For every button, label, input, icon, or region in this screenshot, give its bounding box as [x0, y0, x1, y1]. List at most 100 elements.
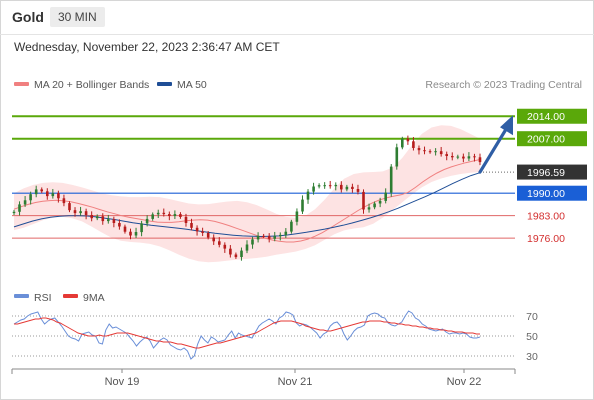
candle-body — [118, 223, 121, 227]
candle-body — [267, 236, 271, 239]
candle-body — [245, 244, 249, 251]
candle-body — [134, 232, 138, 236]
candle-body — [40, 189, 43, 192]
candle-body — [378, 200, 382, 204]
x-tick-label: Nov 22 — [447, 376, 482, 388]
rsi-tick-label: 30 — [526, 351, 538, 363]
candle-body — [256, 235, 260, 240]
candle-body — [395, 147, 399, 167]
forecast-arrow-head — [500, 115, 513, 136]
rsi-9ma-line — [14, 317, 480, 349]
candles-layer — [12, 135, 482, 261]
candle-body — [306, 191, 310, 200]
candle-body — [95, 216, 99, 219]
candle-body — [234, 254, 238, 258]
bollinger-band-layer — [14, 125, 480, 263]
ma20-legend-label: MA 20 + Bollinger Bands — [34, 79, 149, 91]
candle-body — [218, 241, 221, 245]
rsi-legend-label: RSI — [34, 292, 52, 304]
candle-body — [184, 216, 188, 223]
candle-body — [373, 203, 376, 208]
candle-body — [351, 186, 354, 189]
candle-body — [428, 151, 432, 153]
rsi-tick-label: 70 — [526, 311, 538, 323]
candle-body — [51, 193, 55, 197]
candle-body — [290, 221, 293, 232]
candle-body — [328, 185, 332, 187]
candle-body — [206, 233, 210, 238]
candle-body — [312, 186, 315, 192]
candle-body — [107, 219, 110, 222]
ma20-legend-swatch — [14, 82, 29, 86]
candle-body — [473, 156, 476, 158]
candle-body — [478, 157, 482, 163]
ma9-legend-swatch — [63, 294, 78, 298]
timeframe-badge[interactable]: 30 MIN — [50, 7, 105, 27]
candle-body — [229, 248, 232, 255]
candle-body — [145, 218, 149, 224]
forecast-arrow-shaft — [478, 127, 508, 174]
level-tag-2007.00 — [517, 131, 587, 147]
chart-legend: MA 20 + Bollinger Bands MA 50 Research ©… — [14, 79, 582, 91]
chart-header: Gold 30 MIN — [0, 0, 594, 34]
candle-body — [317, 185, 321, 187]
rsi-line — [13, 310, 481, 360]
candle-body — [57, 193, 60, 199]
candle-body — [162, 212, 166, 215]
ma9-legend-label: 9MA — [83, 292, 105, 304]
candle-body — [340, 184, 343, 190]
candle-body — [456, 156, 460, 158]
bollinger-band — [14, 125, 480, 263]
level-label-2014.00: 2014.00 — [527, 111, 565, 123]
candle-body — [367, 207, 371, 210]
candle-body — [279, 234, 282, 237]
candle-body — [323, 185, 326, 187]
candle-body — [62, 198, 66, 204]
x-axis: Nov 19 Nov 21 Nov 22 — [11, 368, 516, 388]
candle-body — [406, 138, 410, 142]
candle-body — [79, 211, 82, 214]
candle-body — [73, 210, 77, 214]
current-price-tag — [517, 164, 587, 180]
candle-body — [29, 194, 32, 201]
candle-body — [123, 226, 127, 232]
level-label-1983.00: 1983.00 — [527, 211, 565, 223]
candle-body — [445, 154, 448, 156]
candle-body — [301, 199, 304, 212]
candle-body — [240, 250, 243, 257]
ma50-legend-swatch — [157, 82, 172, 86]
candle-body — [417, 148, 421, 151]
level-label-2007.00: 2007.00 — [527, 134, 565, 146]
candle-body — [401, 138, 404, 148]
candle-body — [201, 231, 204, 233]
candle-body — [389, 166, 393, 193]
candle-body — [68, 203, 71, 211]
candle-body — [84, 211, 88, 215]
candle-body — [101, 216, 105, 222]
x-tick-label: Nov 19 — [105, 376, 140, 388]
copyright-text: Research © 2023 Trading Central — [425, 79, 582, 91]
level-labels-layer: 2014.00 2007.00 1990.00 1983.00 1976.00 1996.… — [478, 108, 587, 245]
header-divider — [0, 34, 594, 35]
candle-body — [439, 151, 443, 155]
candle-body — [223, 244, 227, 249]
rsi-tick-label: 50 — [526, 331, 538, 343]
candle-body — [412, 141, 415, 148]
ma50-legend-label: MA 50 — [177, 79, 207, 91]
chart-datetime: Wednesday, November 22, 2023 2:36:47 AM … — [14, 40, 280, 54]
candle-body — [362, 191, 365, 210]
candle-body — [284, 231, 288, 235]
candle-body — [190, 223, 193, 228]
level-label-1990.00: 1990.00 — [527, 188, 565, 200]
candle-body — [140, 223, 143, 233]
candle-body — [262, 235, 265, 237]
candle-body — [251, 239, 254, 245]
symbol-title: Gold — [12, 9, 44, 25]
rsi-legend-swatch — [14, 294, 29, 298]
level-tag-1990.00 — [517, 185, 587, 201]
candle-body — [179, 214, 182, 217]
candle-body — [129, 231, 132, 236]
candle-body — [451, 156, 454, 158]
candle-body — [212, 237, 215, 242]
